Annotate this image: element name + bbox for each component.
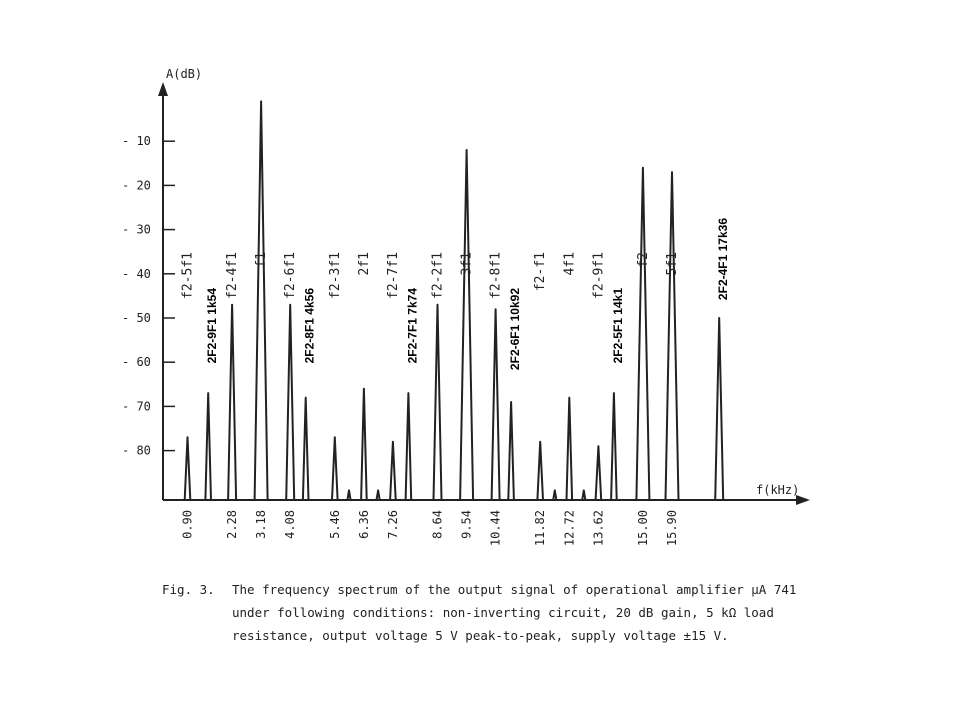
- peak-annotation: f2: [636, 252, 651, 268]
- caption-text: resistance, output voltage 5 V peak-to-p…: [232, 628, 729, 643]
- x-tick-label: 0.90: [181, 510, 195, 539]
- x-tick-label: 13.62: [591, 510, 605, 546]
- x-tick-label: 5.46: [328, 510, 342, 539]
- y-tick-label: - 50: [122, 311, 151, 325]
- x-tick-label: 2.28: [225, 510, 239, 539]
- y-axis-ticks: - 10 - 20 - 30 - 40 - 50 - 60 - 70 - 80: [122, 134, 175, 458]
- x-tick-label: 8.64: [431, 510, 445, 539]
- spectrum-line: [163, 100, 725, 501]
- x-tick-label: 12.72: [562, 510, 576, 546]
- caption-line-2: under following conditions: non-invertin…: [162, 601, 842, 624]
- y-tick-label: - 60: [122, 355, 151, 369]
- peak-annotation: f2-9f1: [591, 252, 606, 299]
- y-axis-label: A(dB): [166, 67, 202, 81]
- peak-annotation: f2-6f1: [283, 252, 298, 299]
- figure-caption: Fig. 3. The frequency spectrum of the out…: [162, 578, 842, 647]
- y-tick-label: - 20: [122, 178, 151, 192]
- x-tick-label: 4.08: [283, 510, 297, 539]
- y-axis-arrow: [158, 82, 168, 96]
- spectrum-curve: [163, 100, 725, 501]
- added-peak-label: 2F2-7F1 7k74: [405, 288, 419, 364]
- x-tick-label: 7.26: [386, 510, 400, 539]
- x-axis-label: f(kHz): [756, 483, 799, 497]
- x-axis-ticks: 0.90 2.28 3.18 4.08 5.46 6.36 7.26 8.64 9.54 10.4…: [181, 510, 680, 546]
- peak-annotation: f2-8f1: [489, 252, 504, 299]
- y-tick-label: - 80: [122, 444, 151, 458]
- peak-annotation: f2-f1: [533, 252, 548, 291]
- x-tick-label: 11.82: [533, 510, 547, 546]
- added-peak-label: 2F2-9F1 1k54: [205, 288, 219, 364]
- x-tick-label: 6.36: [357, 510, 371, 539]
- peak-annotation: 3f1: [460, 252, 475, 275]
- x-tick-label: 15.00: [636, 510, 650, 546]
- peak-annotation: 4f1: [562, 252, 577, 275]
- peak-annotation: f2-3f1: [328, 252, 343, 299]
- y-tick-label: - 40: [122, 267, 151, 281]
- peak-annotation: f2-7f1: [386, 252, 401, 299]
- added-peak-label: 2F2-6F1 10k92: [508, 288, 522, 370]
- x-tick-label: 9.54: [460, 510, 474, 539]
- caption-label: Fig. 3.: [162, 582, 215, 597]
- peak-annotation: 2f1: [357, 252, 372, 275]
- x-axis-arrow: [796, 495, 810, 505]
- y-tick-label: - 10: [122, 134, 151, 148]
- added-peak-label: 2F2-8F1 4k56: [303, 288, 317, 364]
- peak-annotation: f1: [254, 252, 269, 268]
- caption-text: under following conditions: non-invertin…: [232, 605, 774, 620]
- peak-annotation: f2-5f1: [181, 252, 196, 299]
- caption-line-3: resistance, output voltage 5 V peak-to-p…: [162, 624, 842, 647]
- caption-text: The frequency spectrum of the output sig…: [232, 582, 797, 597]
- x-tick-label: 3.18: [254, 510, 268, 539]
- added-peak-label: 2F2-4F1 17k36: [716, 218, 730, 300]
- y-tick-label: - 70: [122, 399, 151, 413]
- caption-line-1: Fig. 3. The frequency spectrum of the out…: [162, 578, 842, 601]
- peak-annotations: f2-5f1 f2-4f1 f1 f2-6f1 f2-3f1 2f1 f2-7f1 f2-2f…: [181, 252, 681, 299]
- peak-annotation: f2-2f1: [431, 252, 446, 299]
- peak-annotation: f2-4f1: [225, 252, 240, 299]
- added-peak-label: 2F2-5F1 14k1: [611, 288, 625, 364]
- x-tick-label: 15.90: [665, 510, 679, 546]
- x-tick-label: 10.44: [489, 510, 503, 546]
- y-tick-label: - 30: [122, 223, 151, 237]
- added-peak-labels: 2F2-9F1 1k54 2F2-8F1 4k56 2F2-7F1 7k74 2F2-…: [205, 218, 730, 370]
- peak-annotation: 5f1: [665, 252, 680, 275]
